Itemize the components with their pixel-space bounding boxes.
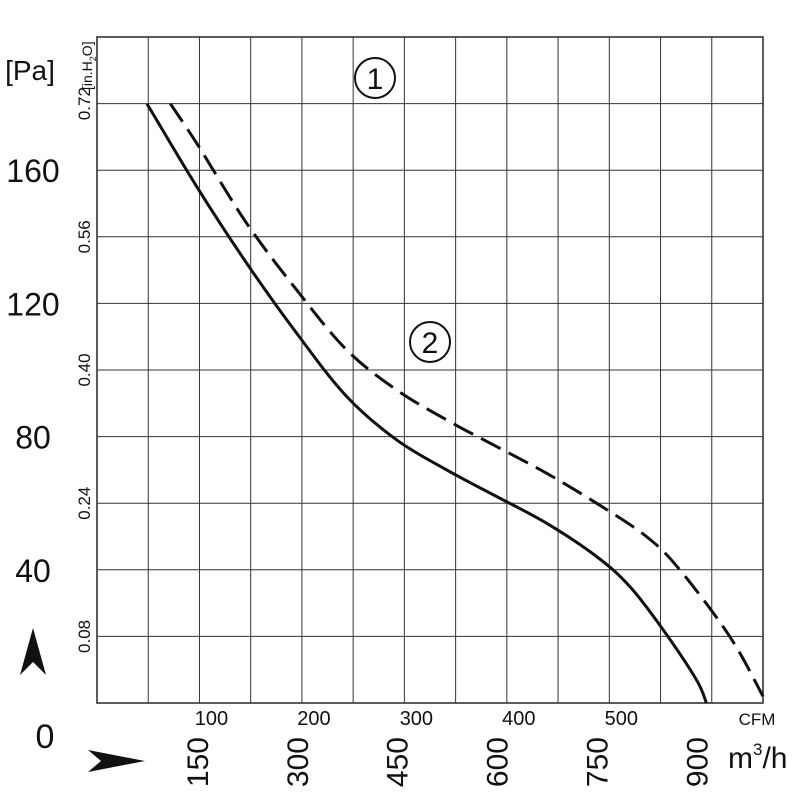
m3h-tick-label: 150 [182,737,215,787]
series-line-2 [169,102,765,698]
m3h-tick-label: 450 [382,737,415,787]
pa-tick-label: 80 [15,420,51,456]
inh2o-tick-label: 0.40 [75,353,94,386]
cfm-tick-label: 100 [195,708,228,730]
series-marker-label-2: 2 [422,327,439,360]
zero-label: 0 [36,718,55,756]
y-axis-arrow-icon [20,628,46,675]
m3h-tick-label: 750 [582,737,615,787]
x-unit-cfm: CFM [739,710,776,729]
y-unit-inh2o: [in.H2O] [79,41,98,90]
series-marker-circle-2 [409,321,451,363]
series-marker-circle-1 [354,57,396,99]
x-axis-arrow-icon [88,750,145,772]
pa-tick-label: 160 [6,153,59,189]
cfm-tick-label: 300 [400,708,433,730]
pa-tick-label: 40 [15,553,51,589]
cfm-tick-label: 500 [605,708,638,730]
cfm-tick-label: 400 [502,708,535,730]
series-line-1 [145,102,708,704]
inh2o-tick-label: 0.72 [75,87,94,120]
pa-tick-label: 120 [6,286,59,322]
inh2o-tick-label: 0.24 [75,487,94,520]
m3h-tick-label: 300 [282,737,315,787]
y-unit-pa: [Pa] [5,55,55,86]
series-marker-label-1: 1 [367,63,384,96]
x-unit-m3h: m3/h [728,740,788,775]
m3h-tick-label: 600 [482,737,515,787]
cfm-tick-label: 200 [297,708,330,730]
chart-grid [96,36,764,704]
chart-curves [145,102,765,704]
m3h-tick-label: 900 [681,737,714,787]
inh2o-tick-label: 0.08 [75,620,94,653]
inh2o-tick-label: 0.56 [75,220,94,253]
